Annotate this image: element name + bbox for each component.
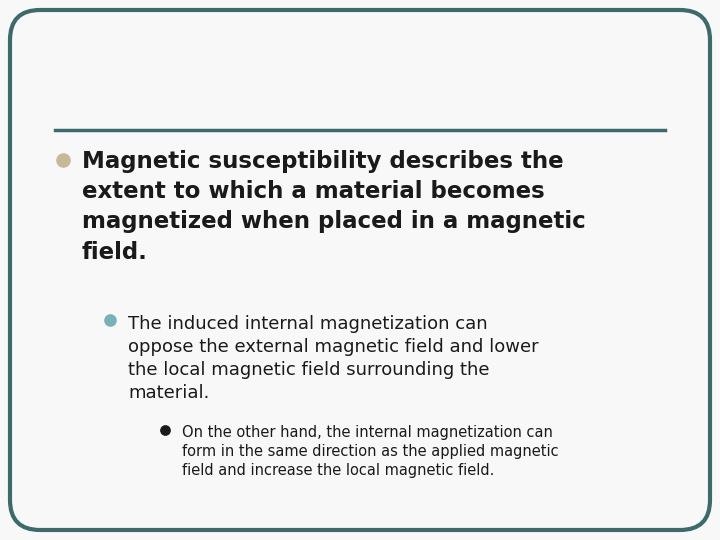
Text: On the other hand, the internal magnetization can
form in the same direction as : On the other hand, the internal magnetiz… <box>182 425 559 478</box>
FancyBboxPatch shape <box>10 10 710 530</box>
Text: The induced internal magnetization can
oppose the external magnetic field and lo: The induced internal magnetization can o… <box>128 315 539 402</box>
Point <box>159 426 171 434</box>
Point <box>58 156 69 164</box>
Text: Magnetic susceptibility describes the
extent to which a material becomes
magneti: Magnetic susceptibility describes the ex… <box>82 150 586 264</box>
Point <box>104 316 116 325</box>
